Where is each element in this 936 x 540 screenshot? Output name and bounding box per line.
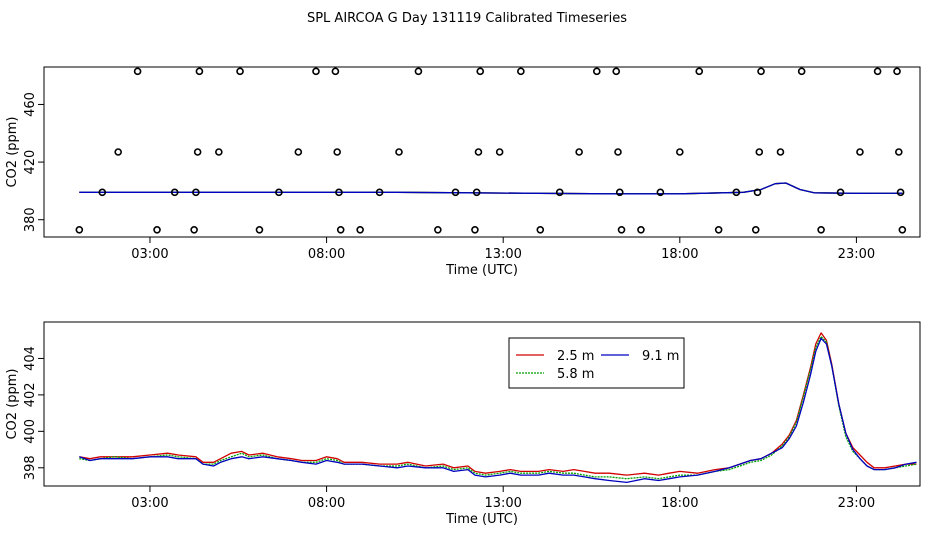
data-point	[133, 67, 142, 76]
data-point	[336, 225, 345, 234]
data-point	[873, 67, 882, 76]
legend-label-5-8m: 5.8 m	[557, 367, 594, 382]
upper-panel: 03:00 08:00 13:00 18:00 23:00 380 420 460 Time (…	[5, 66, 921, 278]
data-point	[414, 67, 423, 76]
data-point	[170, 188, 179, 197]
data-point	[898, 225, 907, 234]
data-point	[195, 67, 204, 76]
data-point	[451, 188, 460, 197]
data-point	[312, 67, 320, 76]
data-point	[255, 225, 264, 234]
data-point	[776, 148, 785, 156]
data-point	[395, 148, 403, 156]
data-point	[193, 148, 202, 156]
legend-label-9-1m: 9.1 m	[642, 349, 679, 364]
data-point	[856, 148, 864, 156]
series-line-2-2	[79, 337, 917, 484]
data-point	[614, 148, 622, 156]
data-point	[476, 67, 485, 76]
x-tick-label: 23:00	[838, 247, 875, 262]
data-point	[714, 225, 723, 234]
data-point	[893, 67, 901, 76]
legend: 2.5 m 5.8 m 9.1 m	[508, 337, 685, 389]
y-axis-label: CO2 (ppm)	[5, 116, 20, 187]
data-point	[333, 148, 341, 156]
data-point	[751, 225, 760, 234]
data-point	[555, 188, 564, 197]
data-point	[536, 225, 545, 234]
legend-label-2-5m: 2.5 m	[557, 349, 594, 364]
data-point	[617, 225, 626, 234]
data-point	[836, 188, 845, 197]
x-tick-label: 08:00	[308, 247, 345, 262]
chart-title: SPL AIRCOA G Day 131119 Calibrated Times…	[307, 11, 627, 26]
y-tick-label: 380	[23, 207, 38, 232]
plot-frame	[43, 321, 921, 487]
data-point	[695, 67, 704, 76]
data-point	[615, 188, 624, 197]
x-tick-label: 13:00	[484, 247, 521, 262]
data-point	[275, 188, 283, 197]
data-point	[236, 67, 244, 76]
x-tick-label: 18:00	[661, 247, 698, 262]
x-axis-label: Time (UTC)	[445, 263, 518, 278]
y-tick-label: 404	[23, 346, 38, 371]
x-tick-label: 03:00	[131, 247, 168, 262]
series-line-2-1	[79, 335, 917, 480]
data-point	[335, 188, 343, 197]
data-point	[471, 225, 479, 234]
data-point	[757, 67, 765, 76]
data-point	[375, 188, 384, 197]
data-point	[294, 148, 303, 156]
x-tick-label: 18:00	[661, 496, 698, 511]
data-point	[215, 148, 223, 156]
x-tick-label: 03:00	[131, 496, 168, 511]
data-point	[153, 225, 161, 234]
data-point	[190, 225, 198, 234]
y-axis-label: CO2 (ppm)	[5, 368, 20, 439]
legend-box	[508, 337, 685, 389]
y-tick-label: 398	[23, 455, 38, 480]
y-tick-label: 420	[23, 150, 38, 175]
data-point	[98, 188, 107, 197]
data-point	[434, 225, 442, 234]
data-point	[495, 148, 504, 156]
x-tick-label: 23:00	[838, 496, 875, 511]
data-point	[575, 148, 583, 156]
data-point	[656, 188, 665, 197]
y-tick-label: 402	[23, 382, 38, 407]
data-point	[637, 225, 645, 234]
x-tick-label: 08:00	[308, 496, 345, 511]
series-line-2-0	[79, 332, 917, 476]
plot-frame	[43, 66, 921, 238]
x-axis-label: Time (UTC)	[445, 512, 518, 527]
data-point	[356, 225, 364, 234]
data-point	[114, 148, 122, 156]
data-point	[817, 225, 825, 234]
data-point	[75, 225, 84, 234]
data-point	[192, 188, 200, 197]
data-point	[676, 148, 684, 156]
data-point	[732, 188, 741, 197]
data-point	[755, 148, 764, 156]
y-tick-label: 400	[23, 419, 38, 444]
data-point	[895, 148, 903, 156]
y-tick-label: 460	[23, 92, 38, 117]
x-tick-label: 13:00	[484, 496, 521, 511]
data-point	[472, 188, 481, 197]
lower-panel: 03:00 08:00 13:00 18:00 23:00 398 400 402 404 Tim…	[5, 321, 921, 527]
data-point	[592, 67, 601, 76]
data-point	[331, 67, 340, 76]
data-point	[474, 148, 483, 156]
data-point	[896, 188, 905, 197]
data-point	[517, 67, 525, 76]
data-point	[797, 67, 806, 76]
series-line-1-2	[79, 182, 903, 195]
data-point	[612, 67, 621, 76]
data-point	[753, 188, 762, 197]
